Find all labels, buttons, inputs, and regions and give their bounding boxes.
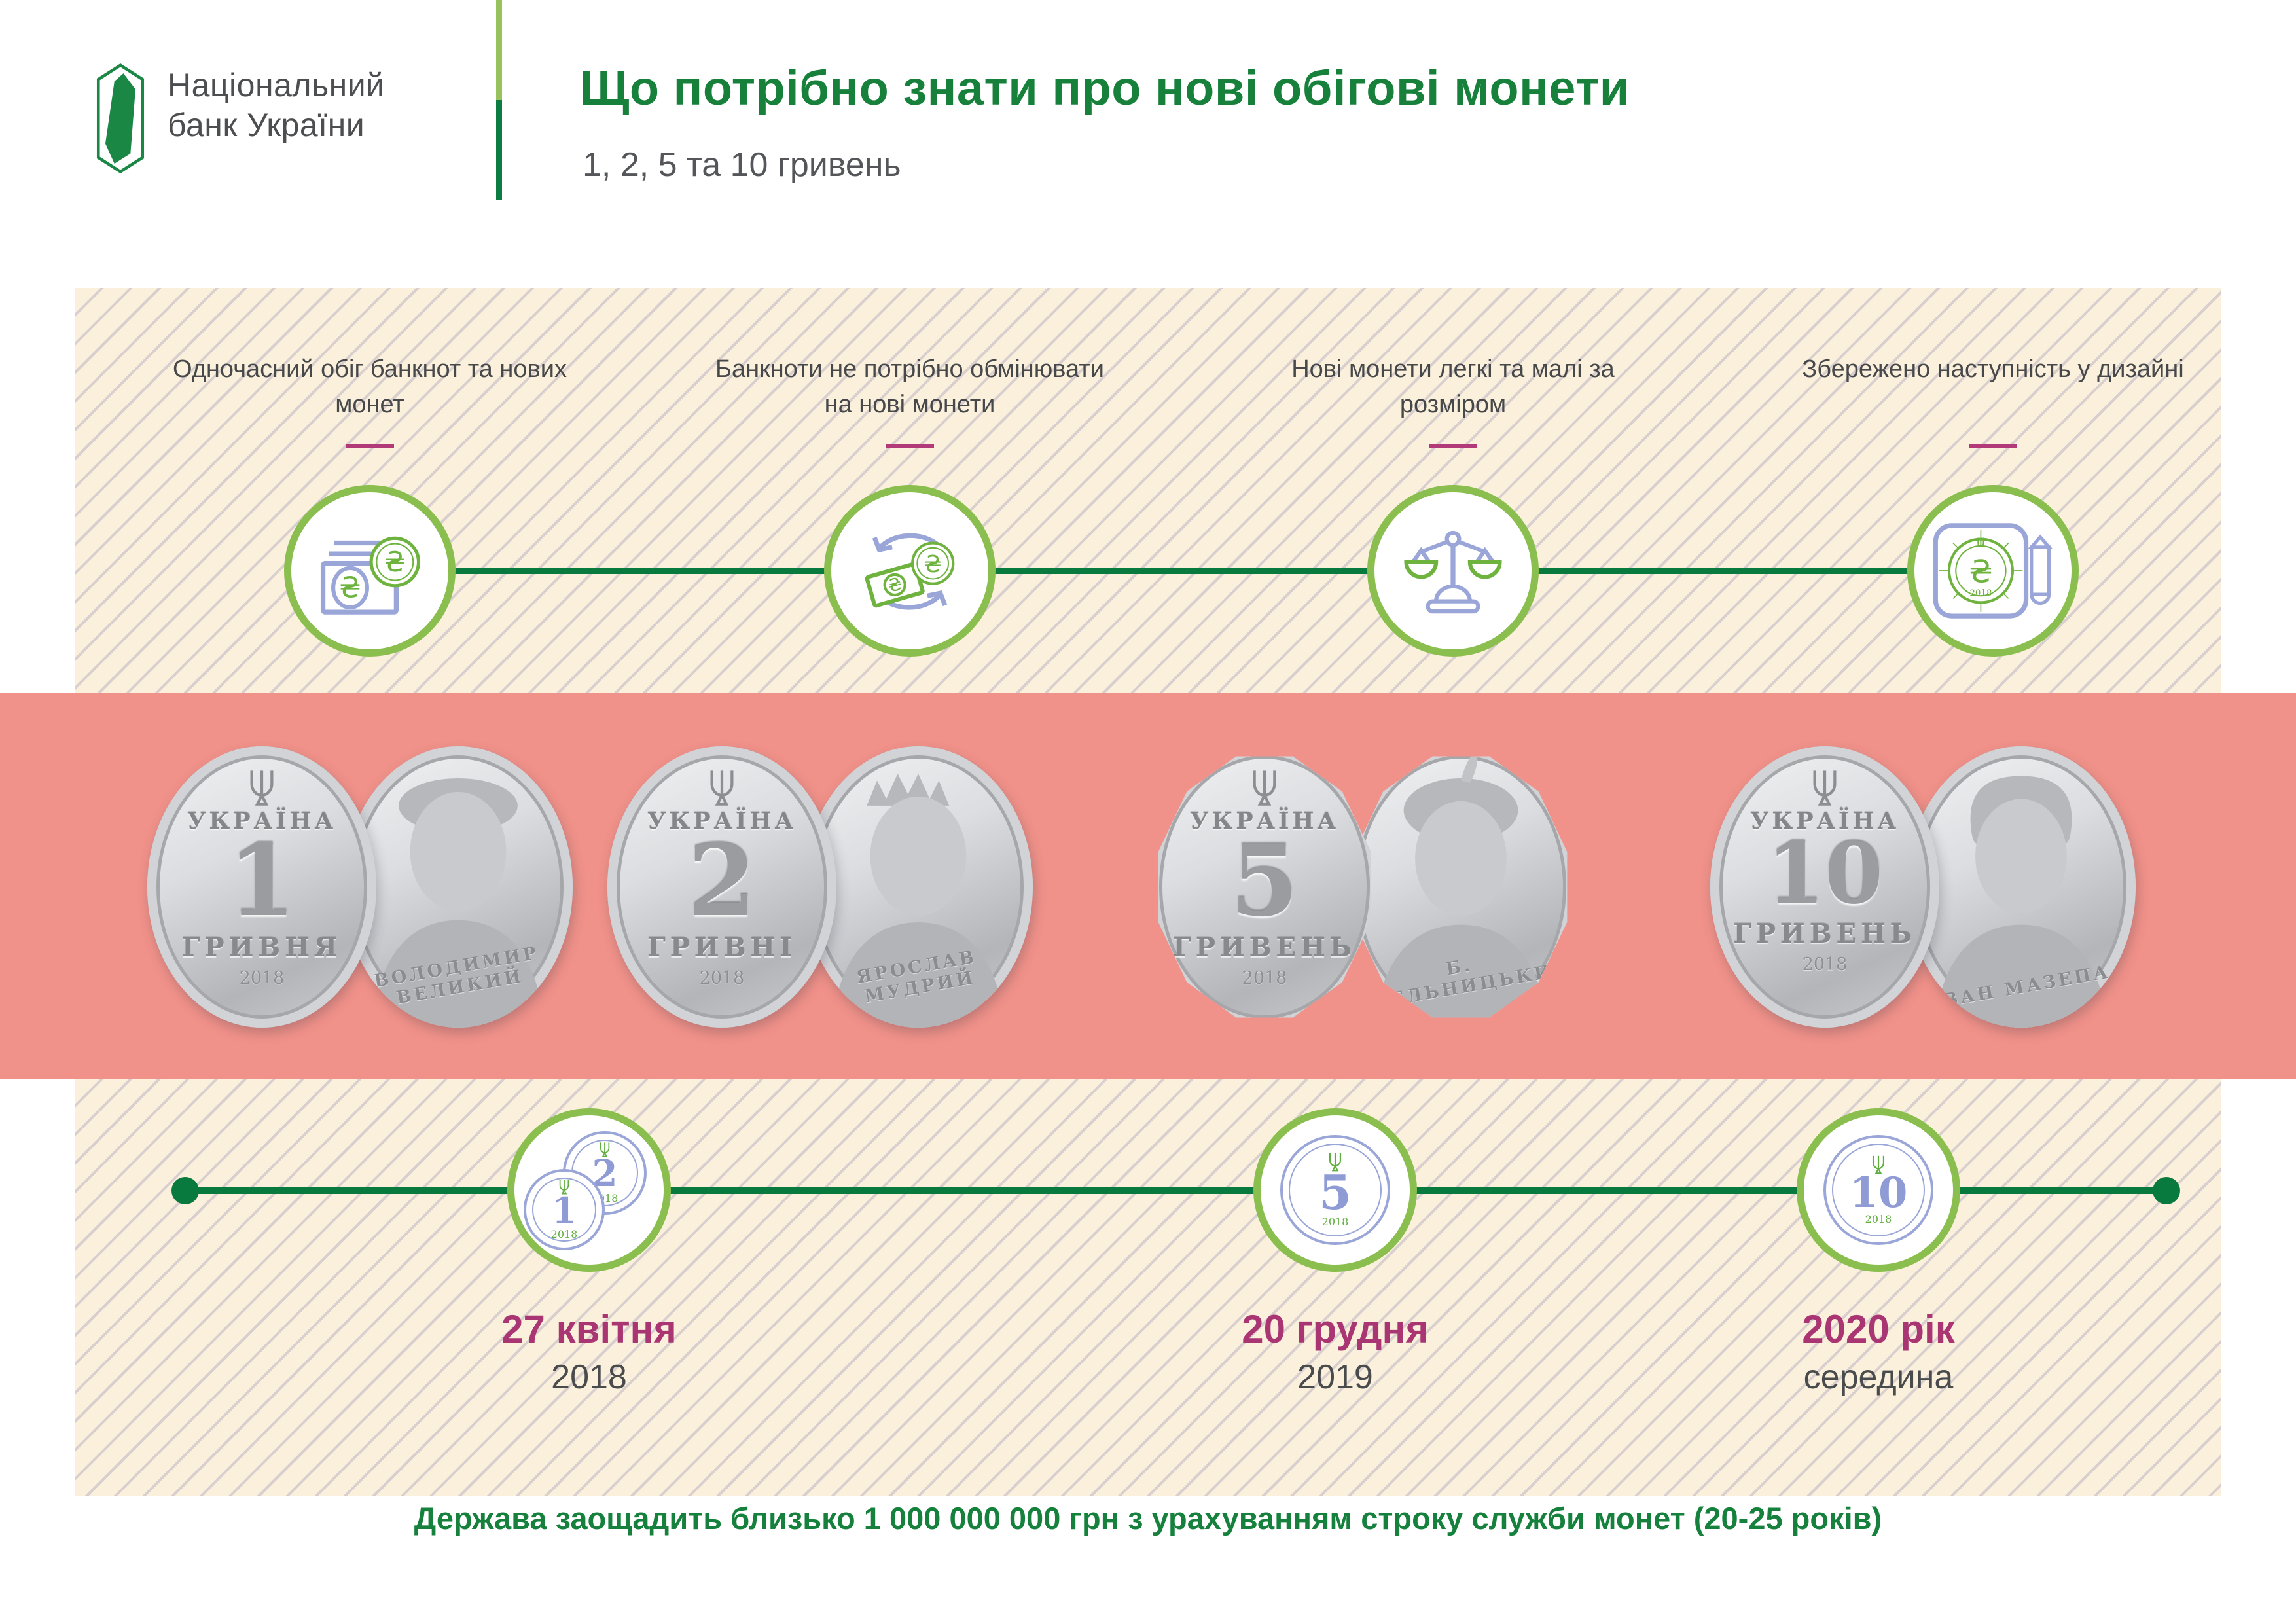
timeline-date-3-sub: середина xyxy=(1803,1358,1954,1396)
page-title: Що потрібно знати про нові обігові монет… xyxy=(580,61,1630,115)
coin-denomination: ГРИВНЯ xyxy=(181,931,342,963)
trident-icon xyxy=(600,1142,610,1157)
coin-reverse-2-hryvni: ЯРОСЛАВ МУДРИЙ xyxy=(804,746,1033,1028)
feature-underline xyxy=(346,444,394,448)
timeline-date-1: 27 квітня xyxy=(501,1307,677,1351)
coin-year: 2018 xyxy=(699,967,745,988)
timeline-line xyxy=(185,1187,2166,1194)
nbu-logo-icon xyxy=(90,63,151,174)
coin-country: УКРАЇНА xyxy=(1749,808,1899,835)
svg-text:2018: 2018 xyxy=(1969,588,1992,598)
svg-text:₴: ₴ xyxy=(1969,554,1993,590)
trident-icon xyxy=(1253,770,1276,806)
feature-text-1: Одночасний обіг банкнот та нових монет xyxy=(173,355,567,418)
coin-country: УКРАЇНА xyxy=(1189,808,1339,835)
coin-year: 2018 xyxy=(239,967,285,988)
coin-obverse-2-hryvni: УКРАЇНА 2 ГРИВНІ 2018 xyxy=(607,746,836,1028)
svg-text:₴: ₴ xyxy=(924,551,942,578)
trident-icon xyxy=(559,1180,569,1195)
coin-reverse-5-hryven: Б. ХМЕЛЬНИЦЬКИЙ xyxy=(1354,756,1568,1018)
feature-underline xyxy=(1429,444,1477,448)
coin-pair-1-hryvnia: ВОЛОДИМИР ВЕЛИКИЙ УКРАЇНА 1 ГРИВНЯ 2018 xyxy=(147,746,573,1028)
mini-coin-year: 2018 xyxy=(1865,1213,1892,1226)
feature-circle-2: ₴ ₴ xyxy=(824,485,996,657)
trident-icon xyxy=(710,770,734,806)
coin-value: 1 xyxy=(227,823,296,939)
feature-circle-3 xyxy=(1367,485,1539,657)
mini-coin-10: 10 2018 xyxy=(1823,1135,1933,1245)
coin-value: 2 xyxy=(687,823,757,939)
feature-text-4: Збережено наступність у дизайні xyxy=(1802,355,2184,383)
timeline-date-1-sub: 2018 xyxy=(551,1358,627,1396)
feature-text-2: Банкноти не потрібно обмінювати на нові … xyxy=(715,355,1104,418)
mini-coin-5: 5 2018 xyxy=(1280,1135,1390,1245)
svg-text:₴: ₴ xyxy=(384,547,405,578)
coin-pair-2-hryvni: ЯРОСЛАВ МУДРИЙ УКРАЇНА 2 ГРИВНІ 2018 xyxy=(607,746,1033,1028)
timeline-end-dot xyxy=(2153,1177,2180,1204)
feature-connector-line xyxy=(370,568,1993,574)
mini-coin-value: 1 xyxy=(552,1189,577,1232)
features-band xyxy=(75,288,2221,693)
banknotes-and-coin-icon: ₴ ₴ xyxy=(320,536,421,615)
trident-icon xyxy=(1872,1155,1885,1174)
coin-obverse-10-hryven: УКРАЇНА 10 ГРИВЕНЬ 2018 xyxy=(1710,746,1939,1028)
coin-value: 5 xyxy=(1230,823,1299,939)
timeline-circle-2: 5 2018 xyxy=(1253,1108,1417,1272)
feature-underline xyxy=(886,444,934,448)
timeline-date-2: 20 грудня xyxy=(1242,1307,1429,1351)
mini-coin-year: 2018 xyxy=(550,1227,578,1240)
timeline-date-2-sub: 2019 xyxy=(1297,1358,1373,1396)
trident-icon xyxy=(1813,770,1837,806)
coin-pair-5-hryven: Б. ХМЕЛЬНИЦЬКИЙ УКРАЇНА 5 ГРИВЕНЬ 2018 xyxy=(1150,746,1575,1028)
balance-scales-icon xyxy=(1404,530,1502,614)
mini-coin-1: 1 2018 xyxy=(524,1169,605,1250)
exchange-arrows-icon: ₴ ₴ xyxy=(865,533,955,610)
mini-coin-value: 10 xyxy=(1849,1168,1908,1218)
coin-denomination: ГРИВНІ xyxy=(647,931,797,963)
coin-pair-10-hryven: ІВАН МАЗЕПА УКРАЇНА 10 ГРИВЕНЬ 2018 xyxy=(1710,746,2136,1028)
timeline-start-dot xyxy=(171,1177,199,1204)
timeline-date-3: 2020 рік xyxy=(1802,1307,1955,1351)
timeline-circle-1: 2 2018 1 2018 xyxy=(507,1108,671,1272)
trident-icon xyxy=(1329,1153,1342,1172)
timeline-circle-3: 10 2018 xyxy=(1797,1108,1960,1272)
brand-line1: Національний xyxy=(168,67,385,103)
brand-line2: банк України xyxy=(168,107,365,143)
coin-year: 2018 xyxy=(1802,954,1848,975)
coin-obverse-1-hryvnia: УКРАЇНА 1 ГРИВНЯ 2018 xyxy=(147,746,376,1028)
feature-circle-4: ₴ 2018 xyxy=(1907,485,2079,657)
coin-value: 10 xyxy=(1766,825,1884,923)
feature-text-3: Нові монети легкі та малі за розміром xyxy=(1291,355,1615,418)
feature-underline xyxy=(1969,444,2017,448)
brand-text: Національний банк України xyxy=(168,65,385,145)
coin-country: УКРАЇНА xyxy=(187,808,336,835)
coin-denomination: ГРИВЕНЬ xyxy=(1733,918,1916,949)
coin-denomination: ГРИВЕНЬ xyxy=(1173,931,1356,963)
coin-obverse-5-hryven: УКРАЇНА 5 ГРИВЕНЬ 2018 xyxy=(1158,756,1371,1018)
mini-coin-value: 5 xyxy=(1318,1164,1352,1221)
svg-text:₴: ₴ xyxy=(339,571,361,604)
page-subtitle: 1, 2, 5 та 10 гривень xyxy=(583,146,901,184)
coin-design-pencil-icon: ₴ 2018 xyxy=(1933,523,2053,619)
header-divider xyxy=(496,0,502,200)
coin-year: 2018 xyxy=(1242,967,1287,988)
coin-reverse-10-hryven: ІВАН МАЗЕПА xyxy=(1907,746,2136,1028)
coin-country: УКРАЇНА xyxy=(647,808,797,835)
coin-reverse-1-hryvnia: ВОЛОДИМИР ВЕЛИКИЙ xyxy=(344,746,573,1028)
trident-icon xyxy=(250,770,274,806)
mini-coin-year: 2018 xyxy=(1321,1215,1349,1228)
savings-note: Держава заощадить близько 1 000 000 000 … xyxy=(414,1501,1882,1536)
feature-circle-1: ₴ ₴ xyxy=(284,485,456,657)
